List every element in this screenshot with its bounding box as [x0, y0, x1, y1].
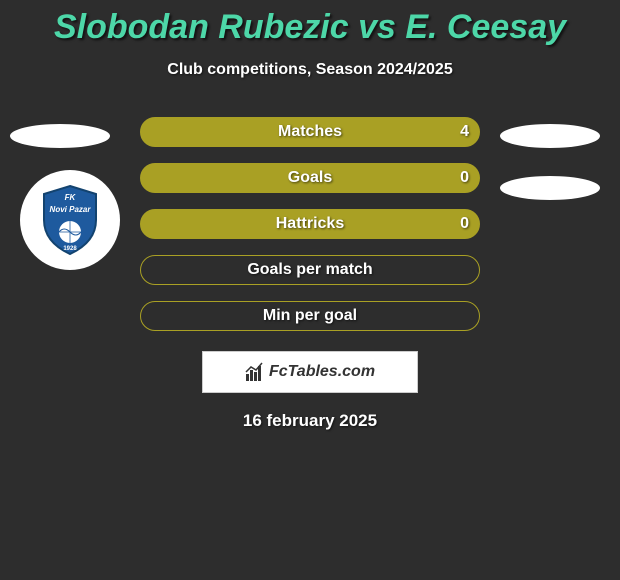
decorative-ellipse [500, 176, 600, 200]
stat-bar: Min per goal [140, 301, 480, 331]
stat-bar: Hattricks 0 [140, 209, 480, 239]
stat-bar-label: Goals per match [247, 261, 372, 279]
fctables-label: FcTables.com [269, 363, 375, 381]
stat-bar: Goals 0 [140, 163, 480, 193]
fctables-attribution: FcTables.com [202, 351, 418, 393]
club-badge: FK Novi Pazar 1928 [20, 170, 120, 270]
stat-bar-value: 0 [460, 169, 469, 187]
shield-icon: FK Novi Pazar 1928 [40, 184, 100, 256]
stat-bar-value: 0 [460, 215, 469, 233]
badge-year: 1928 [63, 246, 77, 252]
comparison-date: 16 february 2025 [0, 411, 620, 431]
stats-bars: Matches 4 Goals 0 Hattricks 0 Goals per match M… [140, 117, 480, 331]
stat-bar: Goals per match [140, 255, 480, 285]
decorative-ellipse [10, 124, 110, 148]
stat-bar: Matches 4 [140, 117, 480, 147]
stat-bar-label: Hattricks [276, 215, 344, 233]
stat-bar-value: 4 [460, 123, 469, 141]
decorative-ellipse [500, 124, 600, 148]
comparison-title: Slobodan Rubezic vs E. Ceesay [0, 0, 620, 47]
stat-bar-label: Min per goal [263, 307, 357, 325]
stat-bar-label: Matches [278, 123, 342, 141]
chart-icon [245, 362, 265, 382]
comparison-subtitle: Club competitions, Season 2024/2025 [0, 61, 620, 79]
badge-name: Novi Pazar [50, 205, 92, 214]
badge-fk: FK [65, 193, 77, 202]
stat-bar-label: Goals [288, 169, 332, 187]
